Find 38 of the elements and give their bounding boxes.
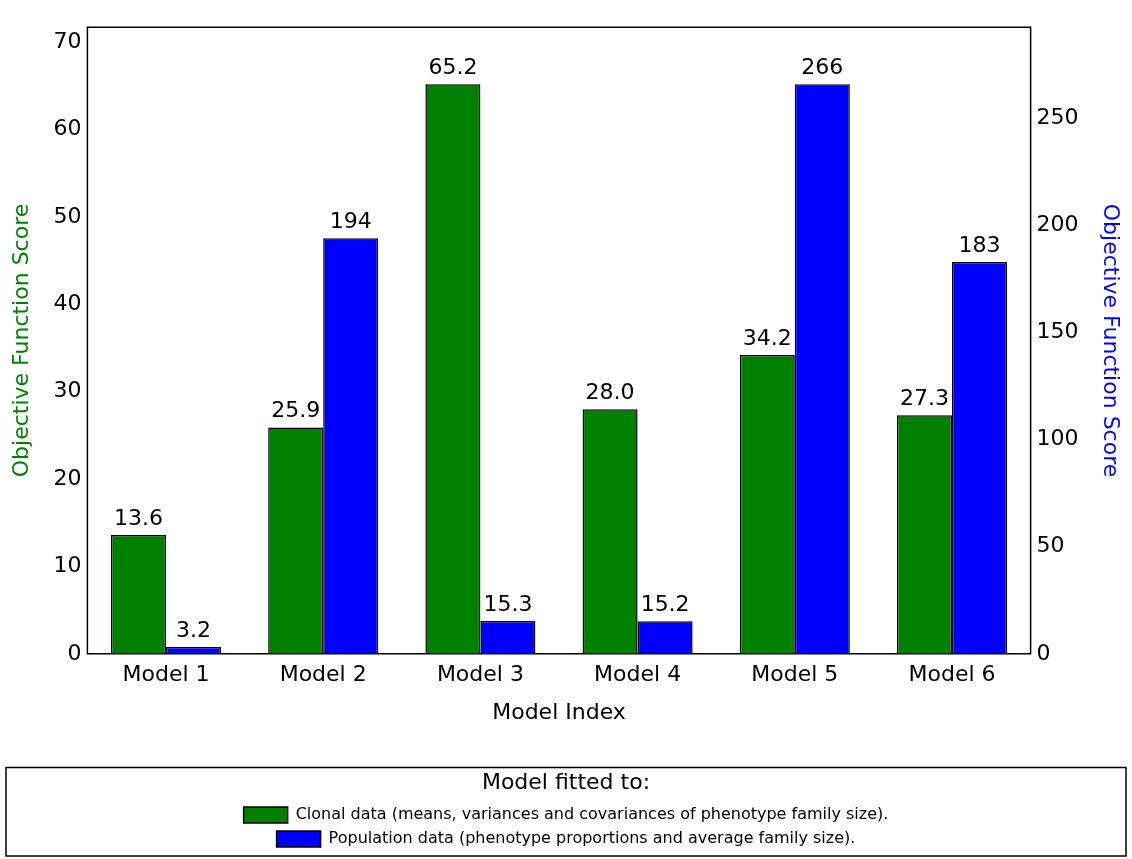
data-label: 27.3 bbox=[900, 385, 949, 411]
data-label: 13.6 bbox=[113, 504, 163, 530]
y-tick-label: 70 bbox=[53, 27, 82, 53]
y-tick-label: 0 bbox=[67, 639, 82, 665]
x-tick-label: Model 6 bbox=[908, 660, 996, 686]
data-label: 15.3 bbox=[483, 590, 533, 616]
data-label: 65.2 bbox=[428, 53, 478, 79]
data-label: 266 bbox=[801, 53, 844, 79]
data-label: 28.0 bbox=[585, 378, 635, 404]
y2-tick-label: 50 bbox=[1036, 532, 1065, 558]
y-tick-label: 20 bbox=[53, 464, 82, 490]
x-axis-title: Model Index bbox=[492, 699, 626, 725]
y-tick-label: 10 bbox=[53, 552, 82, 578]
y2-tick-label: 200 bbox=[1036, 211, 1079, 237]
x-tick-label: Model 2 bbox=[279, 660, 367, 686]
y-tick-label: 30 bbox=[53, 377, 82, 403]
data-label: 25.9 bbox=[271, 397, 321, 423]
legend-label: Population data (phenotype proportions and average family size). bbox=[328, 828, 856, 848]
data-label: 183 bbox=[958, 231, 1001, 257]
data-label: 15.2 bbox=[640, 590, 690, 616]
y-tick-label: 60 bbox=[53, 115, 82, 141]
x-tick-label: Model 5 bbox=[751, 660, 839, 686]
x-tick-label: Model 1 bbox=[122, 660, 210, 686]
y2-tick-label: 100 bbox=[1036, 425, 1079, 451]
legend-title: Model fitted to: bbox=[481, 769, 651, 795]
y-axis-title: Objective Function Score bbox=[7, 203, 33, 478]
y-tick-label: 40 bbox=[53, 290, 82, 316]
x-tick-label: Model 3 bbox=[436, 660, 524, 686]
y2-axis-title: Objective Function Score bbox=[1099, 203, 1125, 478]
data-label: 3.2 bbox=[176, 616, 212, 642]
legend-label: Clonal data (means, variances and covariances of phenotype family size). bbox=[295, 804, 889, 824]
y2-tick-label: 0 bbox=[1036, 639, 1051, 665]
y2-tick-label: 250 bbox=[1036, 104, 1079, 130]
x-tick-label: Model 4 bbox=[594, 660, 682, 686]
y2-tick-label: 150 bbox=[1036, 318, 1079, 344]
data-label: 34.2 bbox=[742, 324, 792, 350]
y-tick-label: 50 bbox=[53, 202, 82, 228]
data-label: 194 bbox=[329, 208, 372, 234]
